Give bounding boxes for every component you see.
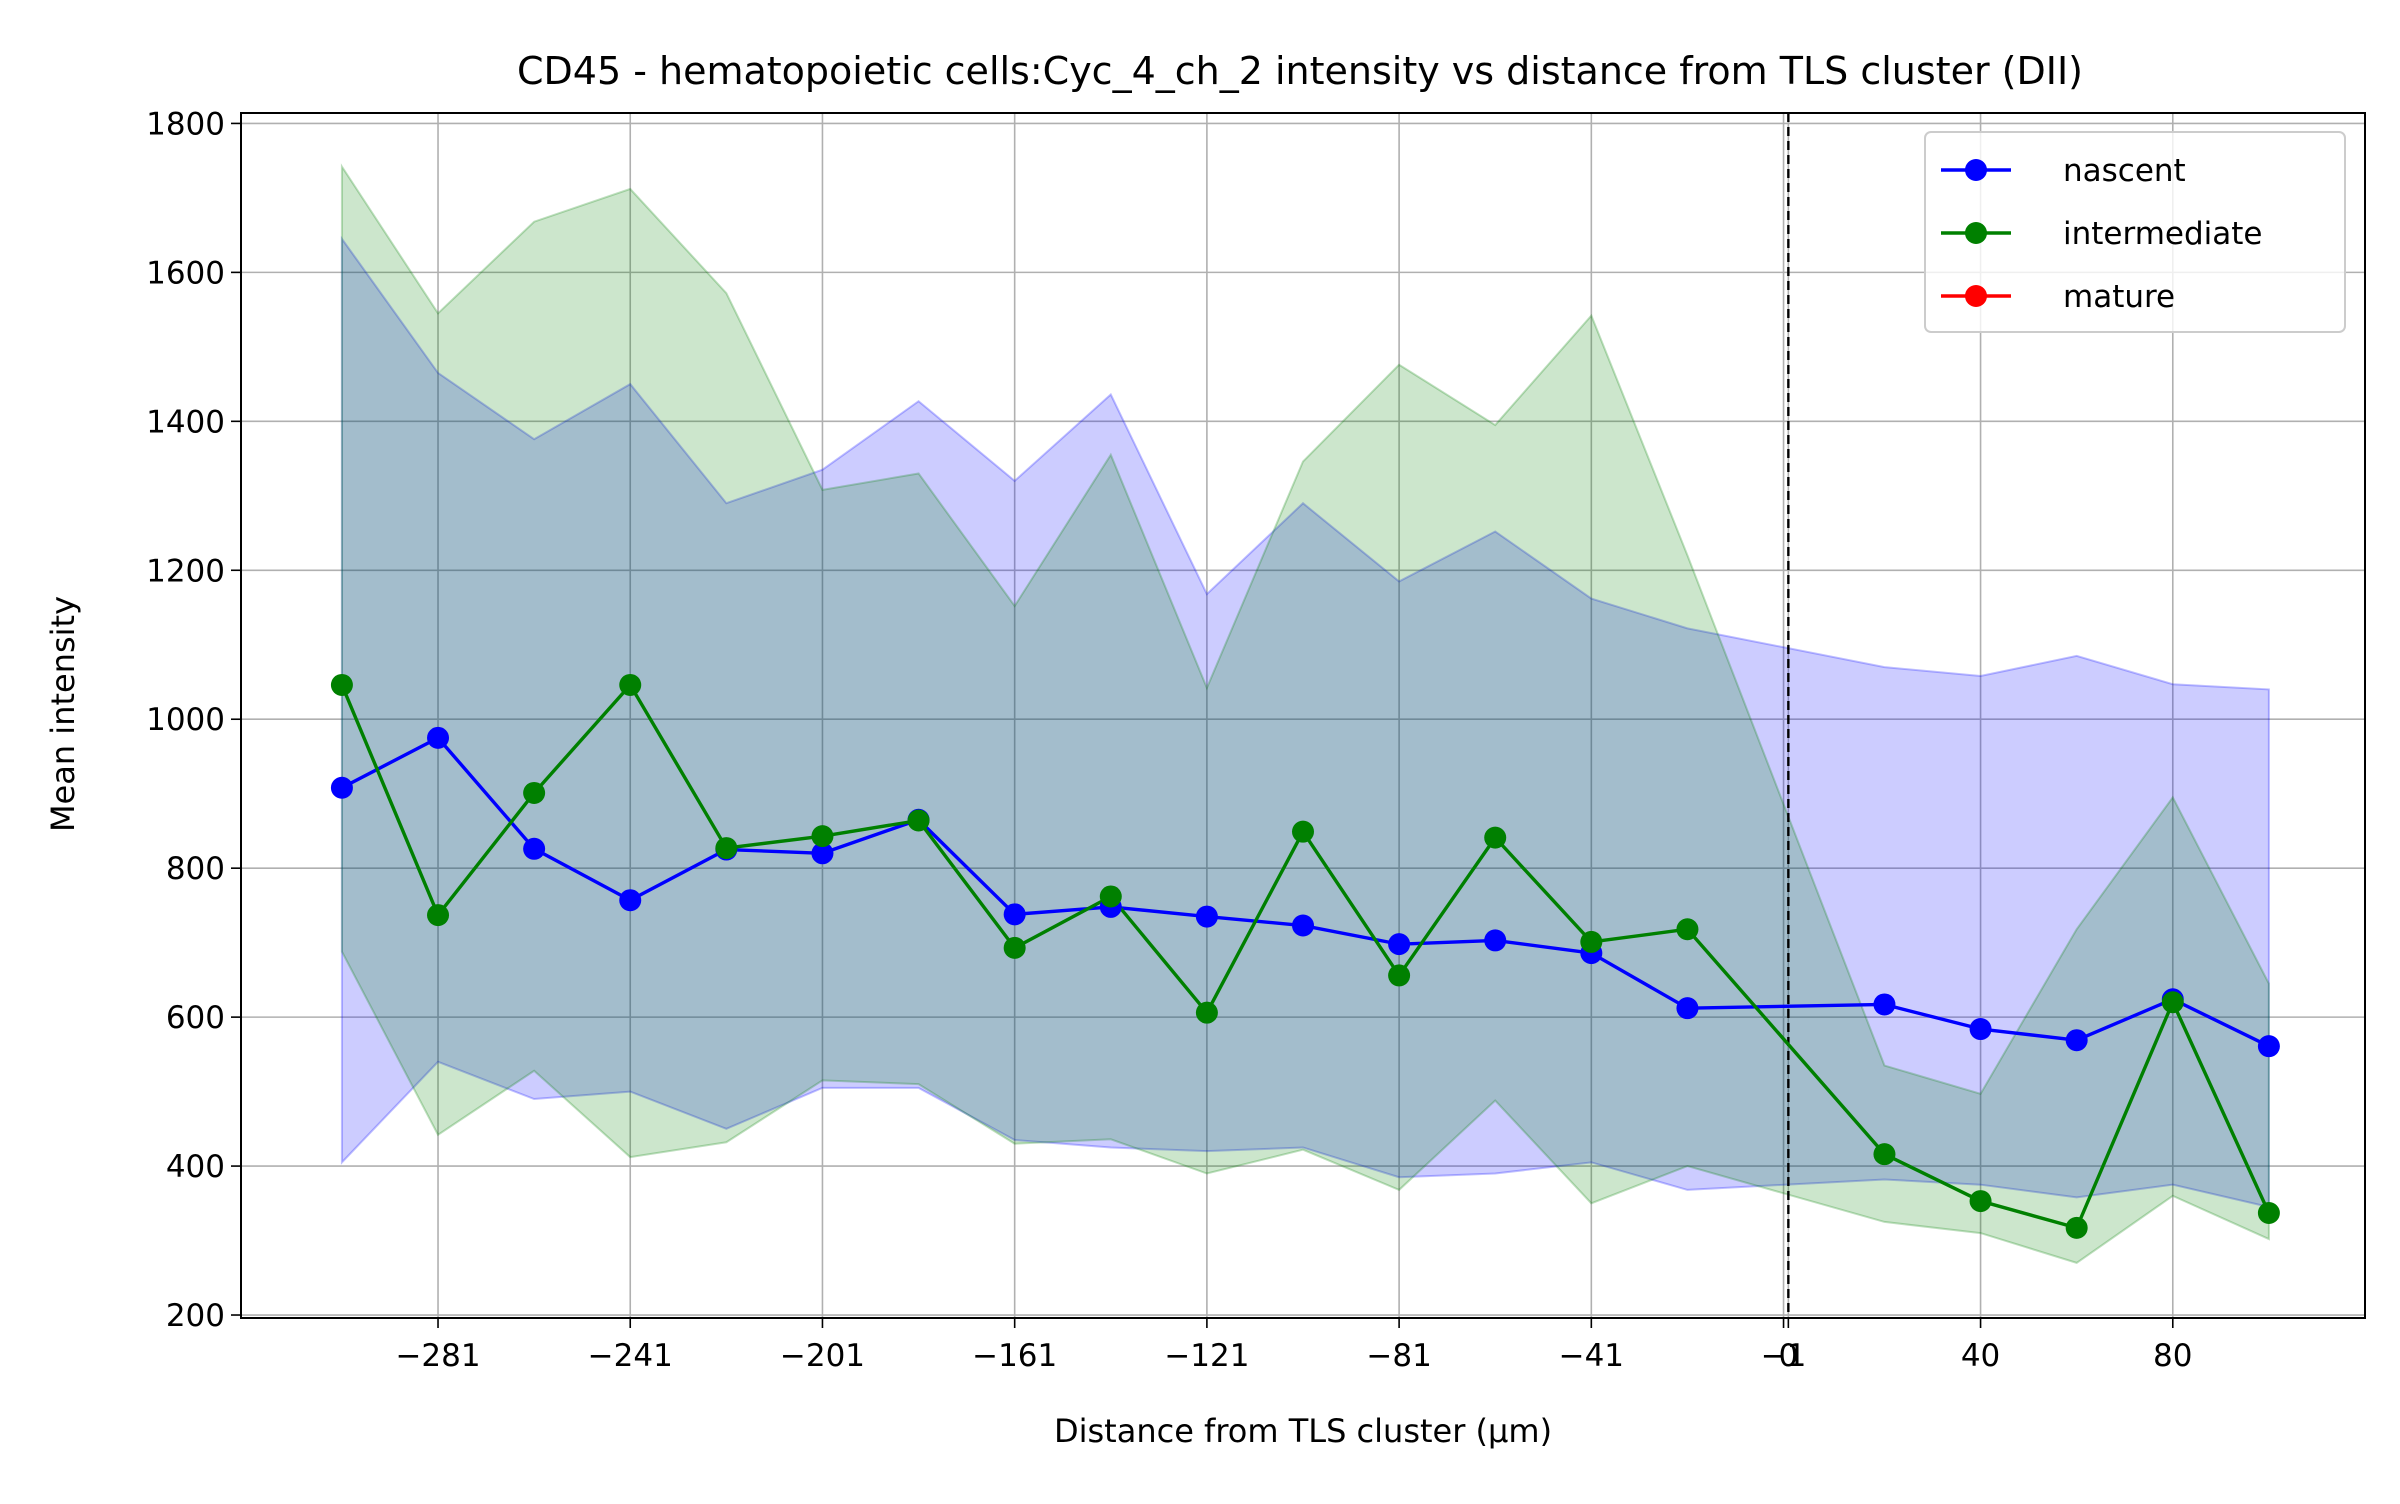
y-tick-label: 600	[166, 1000, 225, 1036]
legend-marker-nascent	[1965, 159, 1987, 181]
plot-area-frame	[240, 112, 2366, 1319]
nascent-point	[523, 837, 546, 860]
axis-ticks: −281 −241 −201 −161 −121 −81 −41 −10 40 80 200 400 6…	[146, 106, 2192, 1374]
nascent-point	[330, 776, 353, 799]
intermediate-point	[1195, 1001, 1218, 1024]
y-tick-label: 1200	[146, 553, 225, 589]
legend-marker-intermediate	[1965, 222, 1987, 244]
nascent-point	[619, 889, 642, 912]
intermediate-point	[1580, 930, 1603, 953]
intermediate-band	[340, 163, 2270, 1264]
intermediate-point	[715, 837, 738, 860]
nascent-point	[1676, 997, 1699, 1020]
nascent-point	[2065, 1029, 2088, 1052]
intermediate-point	[427, 904, 450, 927]
legend-marker-mature	[1965, 285, 1987, 307]
intermediate-point	[1003, 936, 1026, 959]
y-tick-label: 200	[166, 1298, 225, 1334]
y-tick-label: 1400	[146, 404, 225, 440]
intermediate-point	[1099, 885, 1122, 908]
intermediate-point	[1676, 918, 1699, 941]
x-tick-label: −201	[780, 1338, 865, 1374]
intermediate-point	[1292, 820, 1314, 843]
intermediate-point	[1484, 826, 1507, 849]
series-points	[330, 673, 2280, 1239]
y-tick-label: 1000	[146, 702, 225, 738]
y-tick-label: 1800	[146, 106, 225, 142]
legend: nascent intermediate mature	[1924, 131, 2346, 333]
x-tick-label: 40	[1961, 1338, 2000, 1374]
intermediate-point	[1873, 1143, 1896, 1166]
legend-label-nascent: nascent	[2063, 153, 2186, 189]
nascent-point	[2257, 1035, 2280, 1058]
intermediate-point	[2257, 1201, 2280, 1224]
confidence-bands	[340, 163, 2270, 1264]
y-axis-label: Mean intensity	[44, 596, 82, 832]
x-tick-label: −281	[395, 1338, 480, 1374]
nascent-point	[1484, 929, 1507, 952]
intermediate-point	[523, 781, 546, 804]
nascent-point	[1003, 903, 1026, 926]
chart-title: CD45 - hematopoietic cells:Cyc_4_ch_2 in…	[517, 49, 2083, 93]
nascent-point	[1195, 905, 1218, 928]
intermediate-point	[811, 825, 834, 848]
nascent-point	[1969, 1018, 1992, 1041]
nascent-point	[1388, 933, 1411, 956]
nascent-point	[427, 726, 450, 749]
x-axis-label: Distance from TLS cluster (μm)	[1054, 1412, 1552, 1450]
nascent-point	[1292, 914, 1314, 937]
intermediate-line	[340, 683, 2271, 1230]
x-tick-label: −1	[1761, 1338, 1807, 1374]
intermediate-point	[907, 809, 930, 832]
x-tick-label: −41	[1559, 1338, 1624, 1374]
y-tick-label: 800	[166, 851, 225, 887]
series-lines	[340, 683, 2271, 1230]
nascent-point	[1873, 993, 1896, 1016]
intermediate-point	[1388, 964, 1411, 987]
y-tick-label: 1600	[146, 255, 225, 291]
nascent-point	[811, 842, 834, 865]
intermediate-point	[619, 673, 642, 696]
legend-box	[1924, 131, 2346, 333]
x-tick-label: 0	[1778, 1338, 1798, 1374]
x-tick-label: −241	[588, 1338, 673, 1374]
legend-label-intermediate: intermediate	[2063, 216, 2262, 252]
x-tick-label: −161	[972, 1338, 1057, 1374]
x-tick-label: 80	[2153, 1338, 2192, 1374]
intermediate-point	[330, 673, 353, 696]
y-tick-label: 400	[166, 1149, 225, 1185]
intermediate-point	[1969, 1190, 1992, 1213]
intermediate-point	[2065, 1216, 2088, 1239]
intermediate-point	[2161, 991, 2184, 1014]
legend-label-mature: mature	[2063, 279, 2175, 315]
x-tick-label: −81	[1366, 1338, 1431, 1374]
x-tick-label: −121	[1164, 1338, 1249, 1374]
